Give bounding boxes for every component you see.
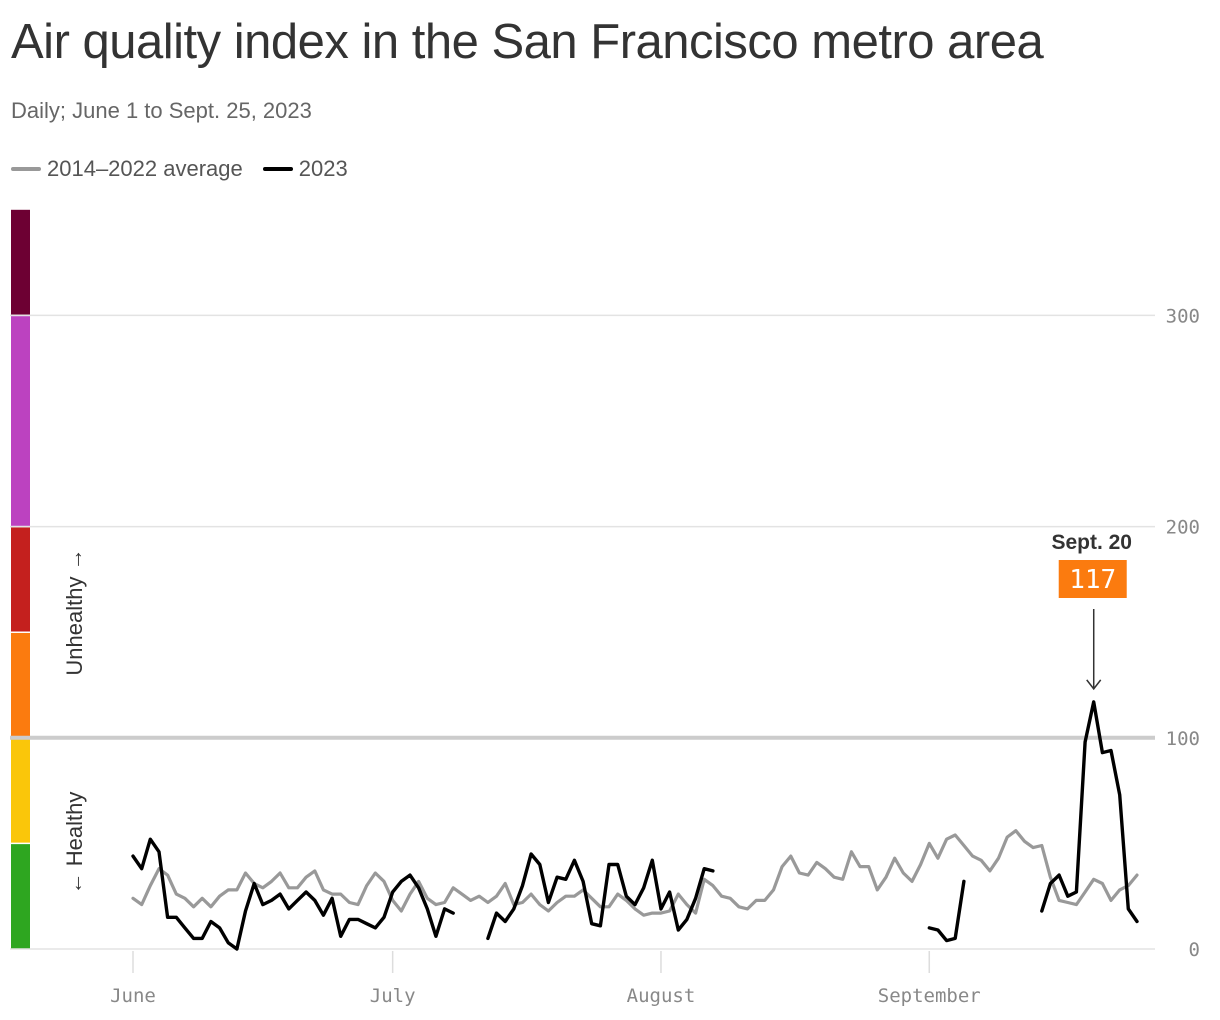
healthy-label: ← Healthy: [62, 792, 87, 895]
aqi-band-1: [11, 737, 30, 844]
line-2023-segment-0: [131, 837, 455, 951]
legend-label-average: 2014–2022 average: [47, 156, 243, 181]
x-tick-label-august: August: [627, 985, 696, 1007]
aqi-band-4: [11, 315, 30, 527]
side-labels: Unhealthy → ← Healthy: [62, 548, 87, 894]
legend: 2014–2022 average 2023: [11, 156, 368, 182]
series-lines: [131, 700, 1139, 951]
annotation: Sept. 20 117: [1051, 531, 1132, 691]
legend-swatch-average: [11, 167, 41, 171]
annotation-value-badge: [1058, 560, 1127, 598]
legend-swatch-2023: [262, 167, 293, 171]
line-2023-segment-3: [1040, 700, 1139, 924]
chart-subtitle: Daily; June 1 to Sept. 25, 2023: [11, 98, 312, 123]
x-tick-label-july: July: [370, 985, 416, 1007]
aqi-band-2: [11, 632, 30, 738]
unhealthy-label: Unhealthy →: [62, 548, 87, 675]
legend-item-average: 2014–2022 average: [11, 156, 243, 182]
aqi-band-0: [11, 843, 30, 949]
line-2023-segment-2: [927, 879, 966, 943]
line-average: [131, 829, 1139, 917]
aqi-color-bands: [11, 209, 30, 949]
annotation-value: 117: [1069, 565, 1116, 595]
annotation-arrow-head: [1086, 679, 1102, 691]
y-tick-label-200: 200: [1166, 517, 1200, 539]
annotation-date: Sept. 20: [1051, 531, 1132, 554]
chart-title: Air quality index in the San Francisco m…: [11, 15, 1044, 69]
aqi-band-3: [11, 526, 30, 633]
x-axis: June July August September: [110, 951, 981, 1007]
legend-label-2023: 2023: [298, 156, 348, 181]
legend-item-2023: 2023: [262, 156, 348, 182]
x-tick-label-september: September: [878, 985, 981, 1007]
line-2023-segment-1: [486, 852, 715, 941]
y-tick-label-0: 0: [1189, 939, 1200, 961]
y-tick-label-100: 100: [1166, 728, 1200, 750]
aqi-band-5: [11, 209, 30, 316]
gridlines: 0 100 200 300: [10, 305, 1200, 961]
y-tick-label-300: 300: [1166, 305, 1200, 327]
x-tick-label-june: June: [110, 985, 156, 1007]
